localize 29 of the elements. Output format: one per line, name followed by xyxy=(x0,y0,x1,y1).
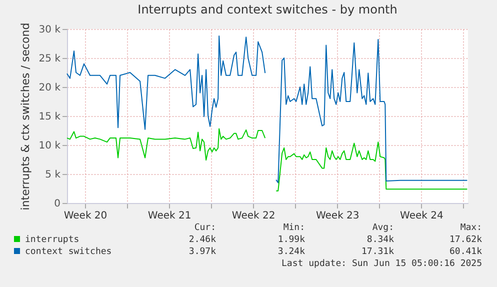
text: 8.34k xyxy=(366,235,395,245)
x-tick-label: Week 22 xyxy=(232,210,276,222)
legend-label: context switches xyxy=(25,247,112,257)
y-tick-label: 10 k xyxy=(38,140,61,152)
legend-label: interrupts xyxy=(25,235,80,245)
x-tick-label: Week 21 xyxy=(148,210,192,222)
x-tick-label: Week 23 xyxy=(316,210,360,222)
y-tick-label: 5 k xyxy=(45,170,61,180)
y-tick-label: 30 k xyxy=(38,24,61,36)
text: 1.99k xyxy=(278,235,306,245)
y-tick-label: 0 xyxy=(54,198,60,210)
text: Cur: xyxy=(194,223,216,233)
text: Max: xyxy=(460,223,482,233)
text: Min: xyxy=(283,223,305,233)
x-tick-label: Week 20 xyxy=(64,210,108,222)
y-tick-label: 15 k xyxy=(38,112,61,122)
text: Avg: xyxy=(372,223,394,233)
text: 60.41k xyxy=(449,247,483,257)
text: 17.31k xyxy=(361,247,395,257)
y-tick-label: 25 k xyxy=(38,54,61,64)
text: 3.97k xyxy=(188,247,217,257)
chart-title: Interrupts and context switches - by month xyxy=(138,2,398,16)
text: 2.46k xyxy=(188,235,217,245)
text: 17.62k xyxy=(449,235,483,245)
text: Last update: Sun Jun 15 05:00:16 2025 xyxy=(282,259,482,269)
text: 3.24k xyxy=(278,247,306,257)
y-axis-title: interrupts & ctx switches / second xyxy=(18,22,32,210)
x-tick-label: Week 24 xyxy=(400,210,444,222)
y-tick-label: 20 k xyxy=(38,82,61,94)
